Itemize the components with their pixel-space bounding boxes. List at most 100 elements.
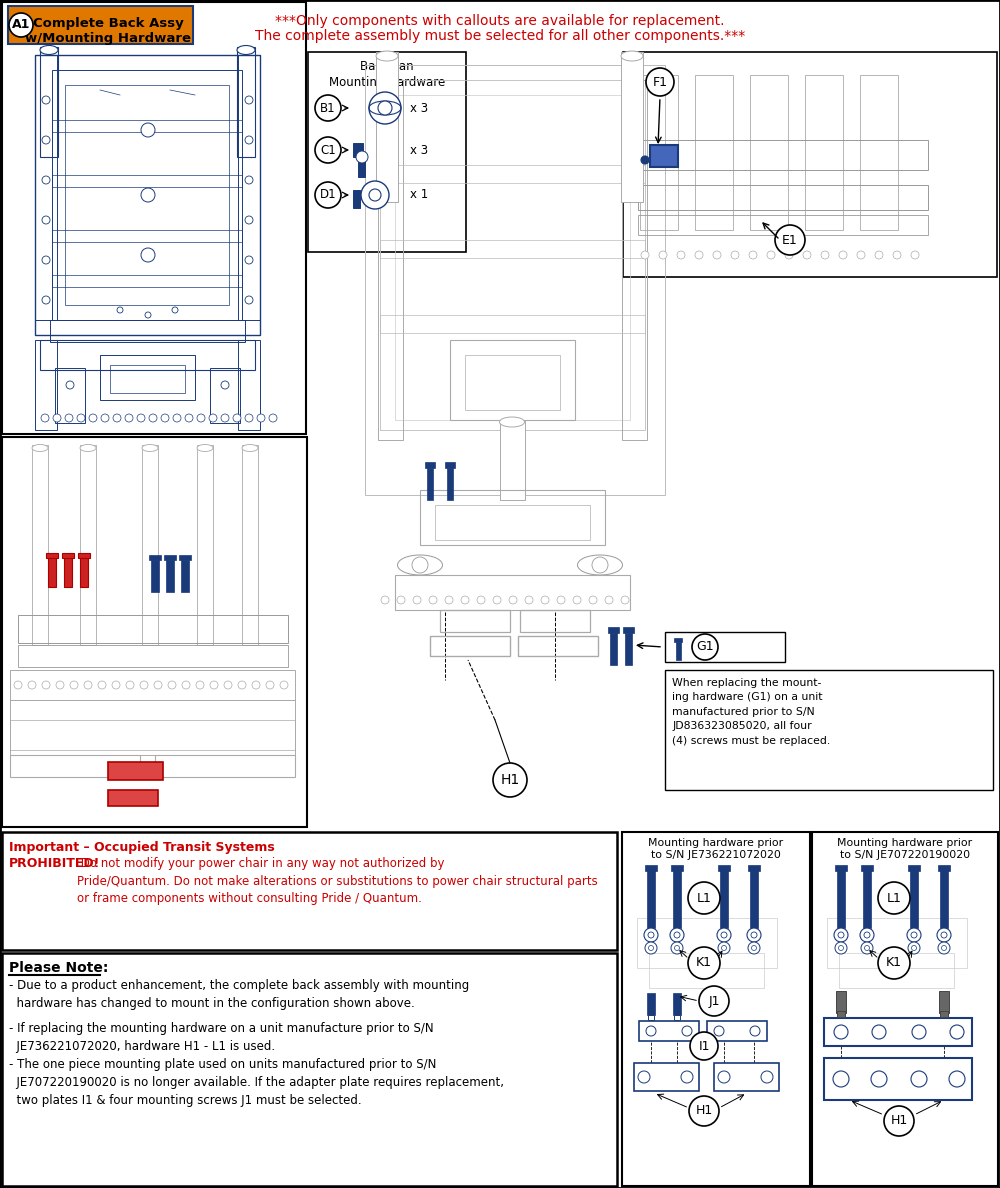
Circle shape [689, 1097, 719, 1126]
Circle shape [884, 1106, 914, 1136]
Bar [238, 340, 260, 430]
Bar [8, 6, 193, 44]
Bar [2, 953, 617, 1186]
Bar [52, 230, 242, 242]
Text: Do not modify your power chair in any way not authorized by
Pride/Quantum. Do no: Do not modify your power chair in any wa… [77, 857, 598, 905]
Bar [395, 575, 630, 609]
Circle shape [821, 251, 829, 259]
Bar [674, 638, 682, 642]
Circle shape [221, 413, 229, 422]
Circle shape [761, 1072, 773, 1083]
Bar [639, 1020, 699, 1041]
Circle shape [589, 596, 597, 604]
Text: Back Pan
Mounting Hardware: Back Pan Mounting Hardware [329, 61, 445, 89]
Bar [2, 437, 307, 827]
Circle shape [89, 413, 97, 422]
Circle shape [648, 946, 654, 950]
Circle shape [149, 413, 157, 422]
Circle shape [137, 413, 145, 422]
Circle shape [671, 942, 683, 954]
Bar [358, 157, 365, 177]
Circle shape [641, 251, 649, 259]
Bar [634, 1063, 699, 1091]
Circle shape [682, 1026, 692, 1036]
Bar [638, 215, 928, 235]
Bar [380, 240, 645, 258]
Circle shape [833, 1072, 849, 1087]
Circle shape [681, 1072, 693, 1083]
Circle shape [839, 251, 847, 259]
Bar [142, 446, 158, 645]
Bar [32, 446, 48, 645]
Bar [149, 555, 161, 560]
Circle shape [245, 216, 253, 225]
Circle shape [42, 255, 50, 264]
Bar [46, 552, 58, 558]
Bar [748, 865, 760, 871]
Circle shape [699, 986, 729, 1016]
Circle shape [645, 942, 657, 954]
Bar [40, 340, 255, 369]
Circle shape [775, 225, 805, 255]
Bar [520, 609, 590, 632]
Circle shape [688, 881, 720, 914]
Bar [837, 868, 845, 928]
Text: E1: E1 [782, 234, 798, 246]
Bar [645, 865, 657, 871]
Circle shape [112, 681, 120, 689]
Text: Mounting hardware prior
to S/N JE736221072020: Mounting hardware prior to S/N JE7362210… [648, 838, 784, 860]
Bar [210, 368, 240, 423]
Bar [638, 185, 928, 210]
Circle shape [692, 634, 718, 661]
Circle shape [872, 1025, 886, 1040]
Circle shape [695, 251, 703, 259]
Circle shape [42, 96, 50, 105]
Circle shape [911, 933, 917, 939]
Bar [35, 55, 260, 335]
Circle shape [592, 557, 608, 573]
Bar [836, 991, 846, 1013]
Circle shape [509, 596, 517, 604]
Circle shape [747, 928, 761, 942]
Bar [427, 468, 433, 500]
Bar [824, 1018, 972, 1045]
Circle shape [878, 881, 910, 914]
Bar [445, 462, 455, 468]
Circle shape [690, 1032, 718, 1060]
Bar [353, 143, 363, 157]
Circle shape [749, 251, 757, 259]
Text: ***Only components with callouts are available for replacement.: ***Only components with callouts are ava… [275, 14, 725, 29]
Circle shape [871, 1072, 887, 1087]
Bar [863, 868, 871, 928]
Circle shape [173, 413, 181, 422]
Bar [940, 868, 948, 928]
Circle shape [56, 681, 64, 689]
Circle shape [838, 933, 844, 939]
Bar [52, 70, 242, 320]
Bar [2, 832, 617, 950]
Circle shape [42, 176, 50, 184]
Circle shape [141, 188, 155, 202]
Bar [420, 489, 605, 545]
Text: - Due to a product enhancement, the complete back assembly with mounting
  hardw: - Due to a product enhancement, the comp… [9, 979, 469, 1010]
Bar [622, 80, 647, 440]
Circle shape [161, 413, 169, 422]
Circle shape [369, 189, 381, 201]
Circle shape [942, 946, 946, 950]
Circle shape [659, 251, 667, 259]
Circle shape [369, 91, 401, 124]
Text: x 4: x 4 [725, 640, 744, 653]
Bar [447, 468, 453, 500]
Circle shape [41, 413, 49, 422]
Bar [450, 340, 575, 421]
Ellipse shape [500, 417, 524, 426]
Circle shape [752, 946, 757, 950]
Bar [308, 52, 466, 252]
Circle shape [154, 681, 162, 689]
Bar [608, 627, 618, 633]
Bar [673, 868, 681, 928]
Circle shape [196, 681, 204, 689]
Circle shape [835, 942, 847, 954]
Circle shape [713, 251, 721, 259]
Circle shape [621, 596, 629, 604]
